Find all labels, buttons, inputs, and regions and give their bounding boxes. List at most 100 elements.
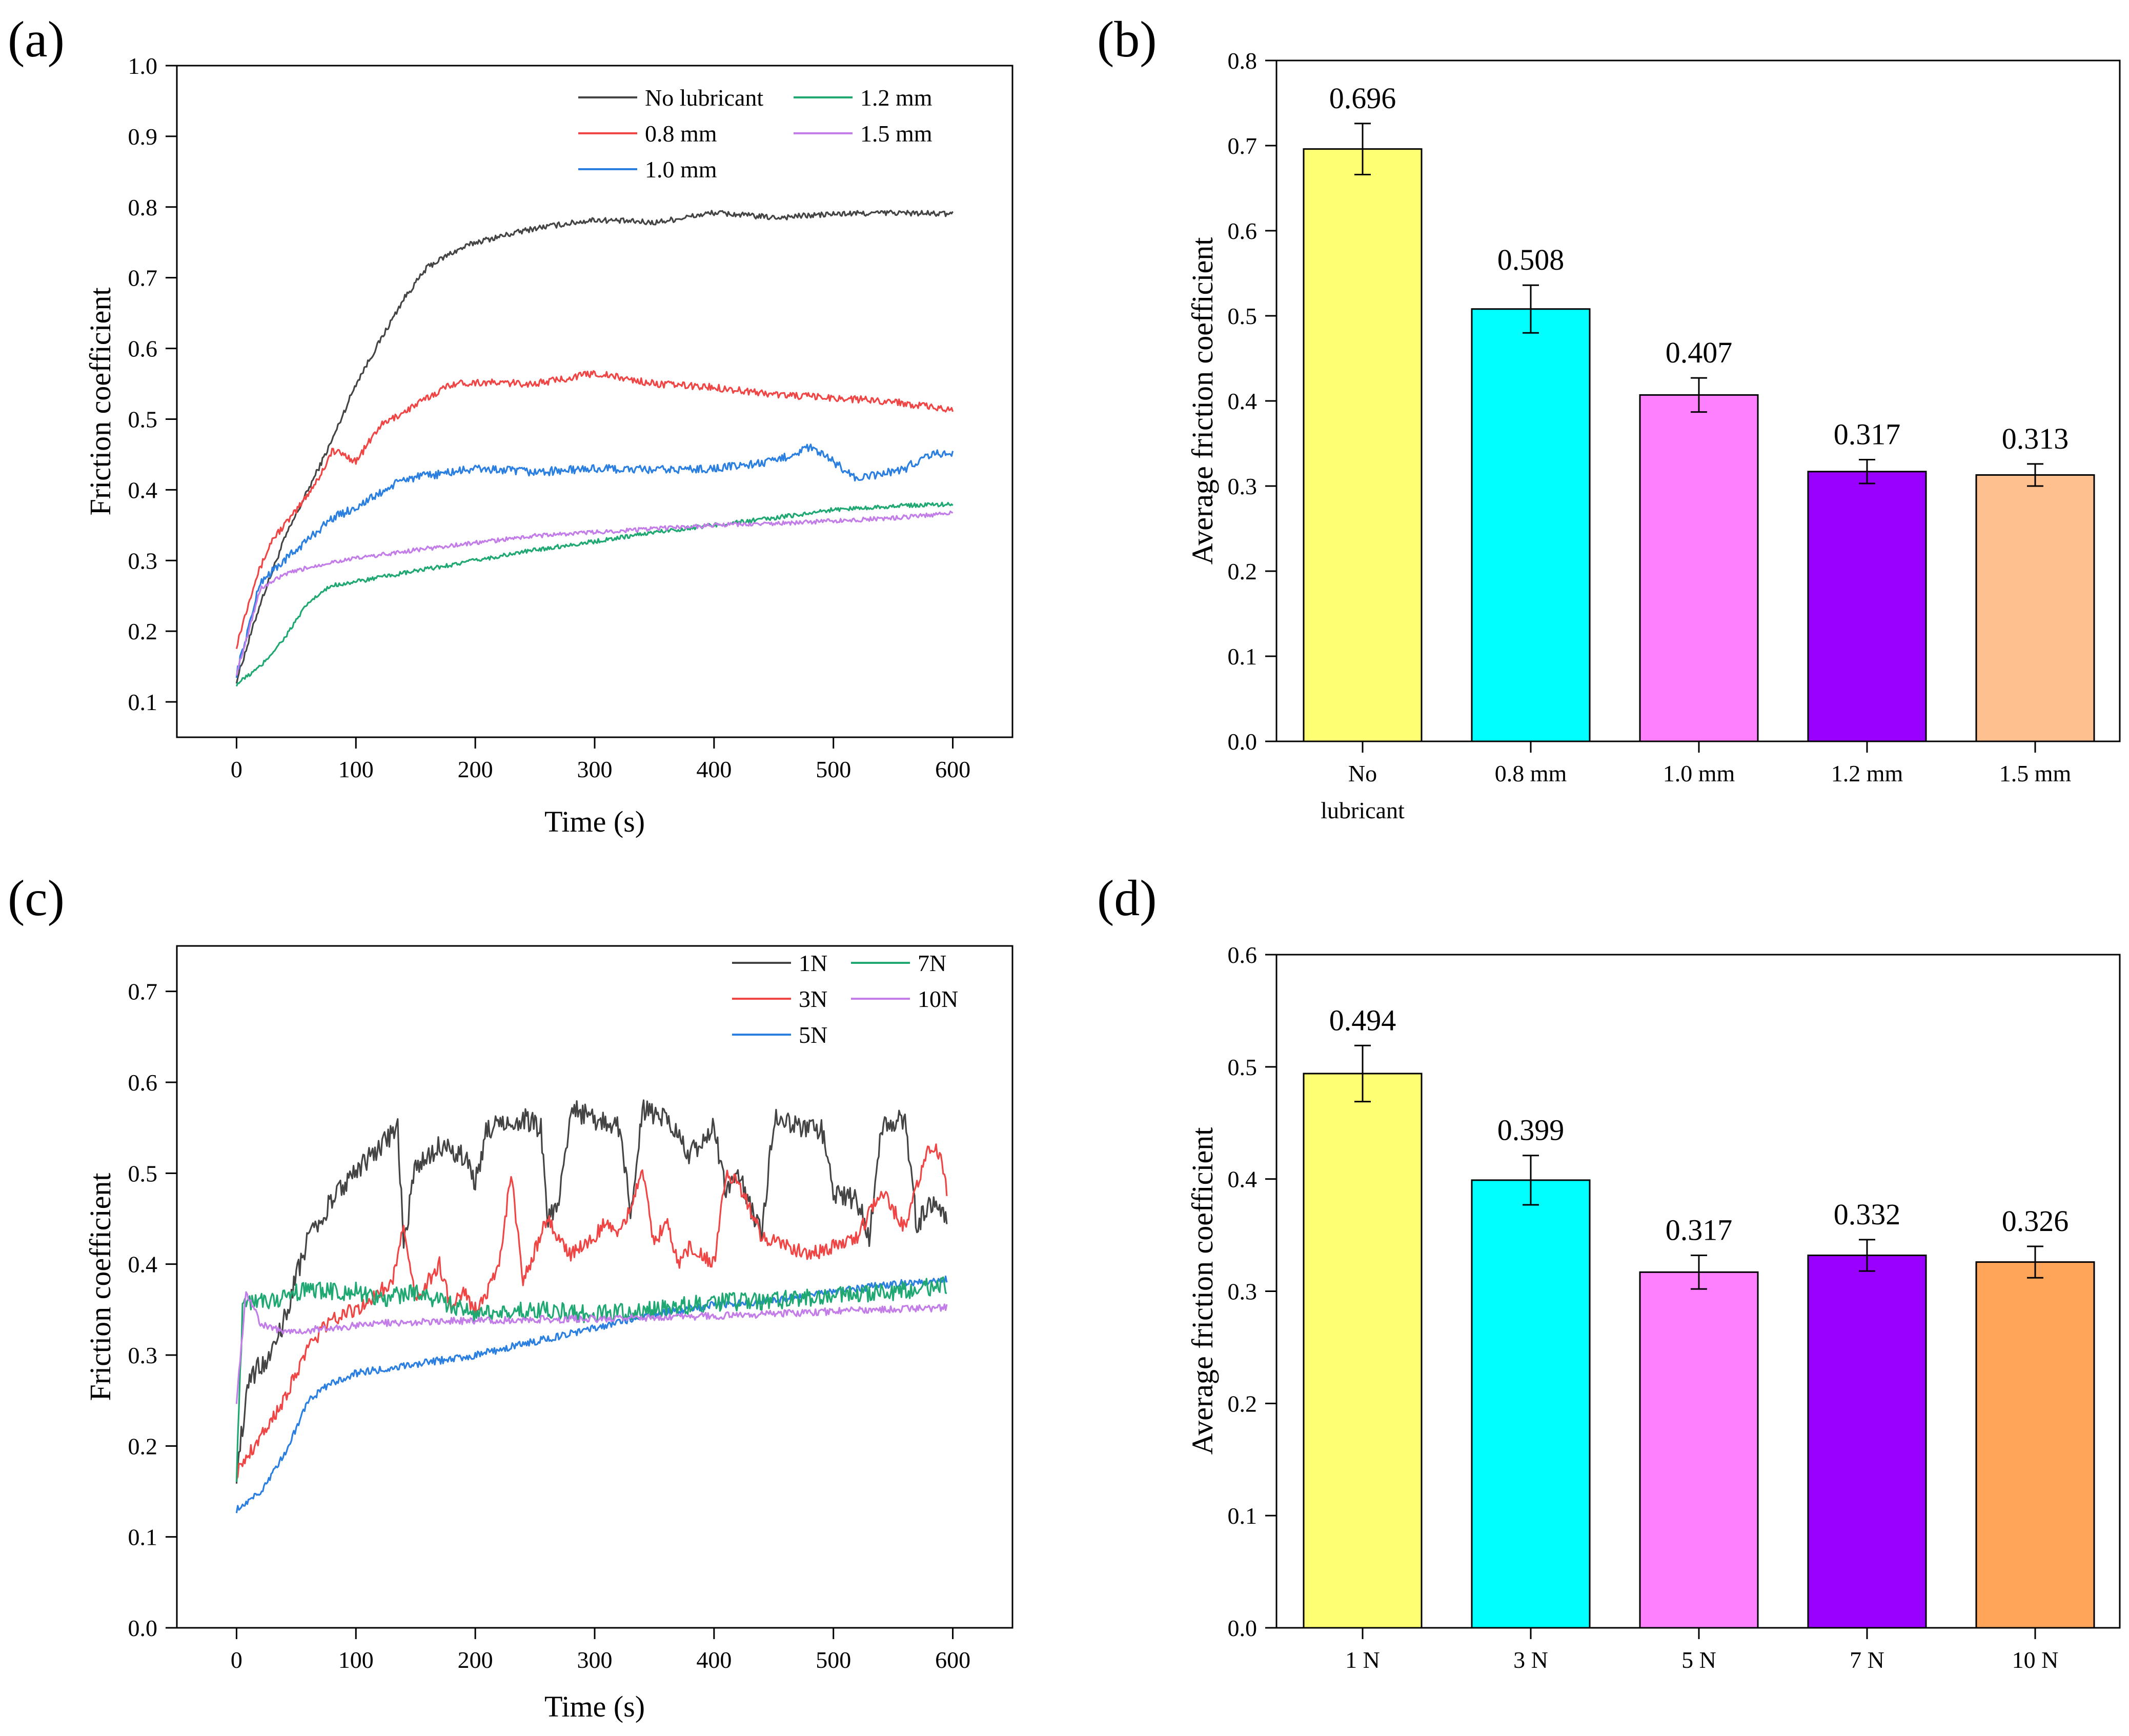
chart-d: 0.0 0.1 0.2 0.3 0.4 0.5 0.6 0.494 1 N 0.399 3 N 0.3… bbox=[1228, 942, 2095, 1673]
bar-value-label: 0.696 bbox=[1329, 82, 1396, 115]
series-line-1.0-mm bbox=[235, 443, 954, 678]
x-tick-label: 300 bbox=[577, 756, 613, 782]
series-line-no-lubricant bbox=[235, 209, 954, 684]
bar-value-label: 0.494 bbox=[1329, 1003, 1396, 1037]
y-tick-label: 0.6 bbox=[1228, 942, 1258, 968]
panel-letter-a: (a) bbox=[8, 11, 65, 68]
y-axis-title-c: Friction coefficient bbox=[84, 1173, 117, 1401]
category-label: 1.2 mm bbox=[1831, 760, 1903, 786]
y-tick-label: 0.6 bbox=[1228, 218, 1258, 244]
x-tick-label: 200 bbox=[458, 1647, 493, 1673]
y-tick-label: 0.4 bbox=[1228, 388, 1258, 414]
y-tick-label: 0.7 bbox=[1228, 133, 1258, 159]
category-label: 1.0 mm bbox=[1663, 760, 1735, 786]
y-tick-label: 0.2 bbox=[128, 618, 158, 644]
legend-label: 1.0 mm bbox=[645, 156, 717, 183]
bar bbox=[1807, 471, 1927, 742]
bar bbox=[1975, 1261, 2095, 1629]
x-tick-label: 600 bbox=[935, 1647, 970, 1673]
y-tick-label: 0.3 bbox=[128, 1342, 158, 1368]
category-label: lubricant bbox=[1321, 797, 1405, 823]
y-tick-label: 0.3 bbox=[1228, 1279, 1258, 1305]
category-label: 7 N bbox=[1850, 1647, 1884, 1673]
series-line-1n bbox=[235, 1099, 948, 1484]
series-line-0.8-mm bbox=[235, 370, 954, 649]
y-tick-label: 0.5 bbox=[1228, 303, 1258, 329]
series-line-10n bbox=[235, 1291, 948, 1404]
y-tick-label: 1.0 bbox=[128, 53, 158, 79]
bar bbox=[1639, 1271, 1759, 1629]
series-line-1.5-mm bbox=[235, 510, 954, 676]
y-tick-label: 0.5 bbox=[128, 1160, 158, 1186]
legend-label: 5N bbox=[799, 1022, 827, 1048]
legend-label: 1N bbox=[799, 950, 827, 976]
bar-value-label: 0.317 bbox=[1666, 1213, 1733, 1246]
legend-label: 7N bbox=[918, 950, 946, 976]
y-tick-label: 0.4 bbox=[128, 477, 158, 503]
x-tick-label: 100 bbox=[338, 756, 374, 782]
series-line-3n bbox=[235, 1143, 948, 1481]
y-tick-label: 0.5 bbox=[128, 406, 158, 432]
x-tick-label: 600 bbox=[935, 756, 970, 782]
bar-value-label: 0.508 bbox=[1497, 243, 1565, 276]
bar bbox=[1471, 1179, 1591, 1629]
x-tick-label: 400 bbox=[696, 1647, 732, 1673]
bar bbox=[1807, 1254, 1927, 1629]
x-tick-label: 500 bbox=[816, 756, 851, 782]
category-label: 0.8 mm bbox=[1495, 760, 1567, 786]
y-tick-label: 0.2 bbox=[1228, 558, 1258, 584]
y-axis-title-b: Average friction coefficient bbox=[1186, 237, 1219, 565]
chart-c: 0 100 200 300 400 500 600 0.0 0.1 0.2 0.3 0.4 0.5 0.6… bbox=[128, 950, 971, 1673]
category-label: 1 N bbox=[1345, 1647, 1380, 1673]
x-axis-title-a: Time (s) bbox=[544, 805, 645, 838]
category-label: 3 N bbox=[1513, 1647, 1548, 1673]
bar bbox=[1471, 308, 1591, 742]
legend-label: 1.2 mm bbox=[860, 85, 932, 111]
y-axis-title-d: Average friction coefficient bbox=[1186, 1127, 1219, 1455]
legend-label: 1.5 mm bbox=[860, 120, 932, 147]
y-tick-label: 0.0 bbox=[1228, 729, 1258, 755]
bar bbox=[1303, 1073, 1423, 1629]
chart-b: 0.0 0.1 0.2 0.3 0.4 0.5 0.6 0.7 0.8 0.696 No lubric… bbox=[1228, 48, 2095, 823]
y-tick-label: 0.4 bbox=[128, 1251, 158, 1278]
x-tick-label: 500 bbox=[816, 1647, 851, 1673]
y-tick-label: 0.2 bbox=[128, 1433, 158, 1459]
chart-a: 0 100 200 300 400 500 600 0.1 0.2 0.3 0.4 0.5 0.6 0.7… bbox=[128, 53, 971, 782]
x-tick-label: 200 bbox=[458, 756, 493, 782]
y-tick-label: 0.0 bbox=[128, 1615, 158, 1641]
y-tick-label: 0.6 bbox=[128, 336, 158, 362]
panel-b: (b) 0.0 0.1 0.2 0.3 0.4 0.5 0.6 0.7 0.8 0.696 No lu… bbox=[1097, 11, 2121, 823]
y-tick-label: 0.1 bbox=[1228, 643, 1258, 670]
y-tick-label: 0.8 bbox=[128, 194, 158, 220]
category-label: 1.5 mm bbox=[1999, 760, 2072, 786]
panel-d: (d) 0.0 0.1 0.2 0.3 0.4 0.5 0.6 0.494 1 N 0.399 3 … bbox=[1097, 870, 2121, 1673]
legend-label: 0.8 mm bbox=[645, 120, 717, 147]
y-tick-label: 0.4 bbox=[1228, 1166, 1258, 1193]
y-tick-label: 0.7 bbox=[128, 265, 158, 291]
y-tick-label: 0.1 bbox=[128, 1524, 158, 1550]
y-tick-label: 0.3 bbox=[128, 548, 158, 574]
panel-c: (c) 0 100 200 300 400 500 600 0.0 0.1 0.2 0.3 0.4 0.… bbox=[8, 870, 1013, 1723]
legend-label: 10N bbox=[918, 986, 958, 1012]
bar bbox=[1639, 394, 1759, 742]
bar-value-label: 0.326 bbox=[2002, 1204, 2069, 1238]
series-line-1.2-mm bbox=[235, 501, 954, 687]
bar-value-label: 0.313 bbox=[2002, 422, 2069, 455]
y-tick-label: 0.9 bbox=[128, 124, 158, 150]
x-axis-title-c: Time (s) bbox=[544, 1690, 645, 1723]
y-axis-title-a: Friction coefficient bbox=[84, 287, 117, 515]
panel-letter-d: (d) bbox=[1097, 870, 1157, 926]
category-label: No bbox=[1348, 760, 1377, 786]
bar bbox=[1975, 474, 2095, 742]
panel-a: (a) 0 100 200 300 400 500 600 0.1 0.2 0.3 0.4 0.5 0.… bbox=[8, 11, 1013, 838]
y-tick-label: 0.0 bbox=[1228, 1615, 1258, 1641]
x-tick-label: 400 bbox=[696, 756, 732, 782]
x-tick-label: 100 bbox=[338, 1647, 374, 1673]
y-tick-label: 0.1 bbox=[128, 689, 158, 715]
category-label: 5 N bbox=[1681, 1647, 1716, 1673]
y-tick-label: 0.2 bbox=[1228, 1390, 1258, 1417]
y-tick-label: 0.8 bbox=[1228, 48, 1258, 74]
legend-label: 3N bbox=[799, 986, 827, 1012]
legend-label: No lubricant bbox=[645, 85, 763, 111]
